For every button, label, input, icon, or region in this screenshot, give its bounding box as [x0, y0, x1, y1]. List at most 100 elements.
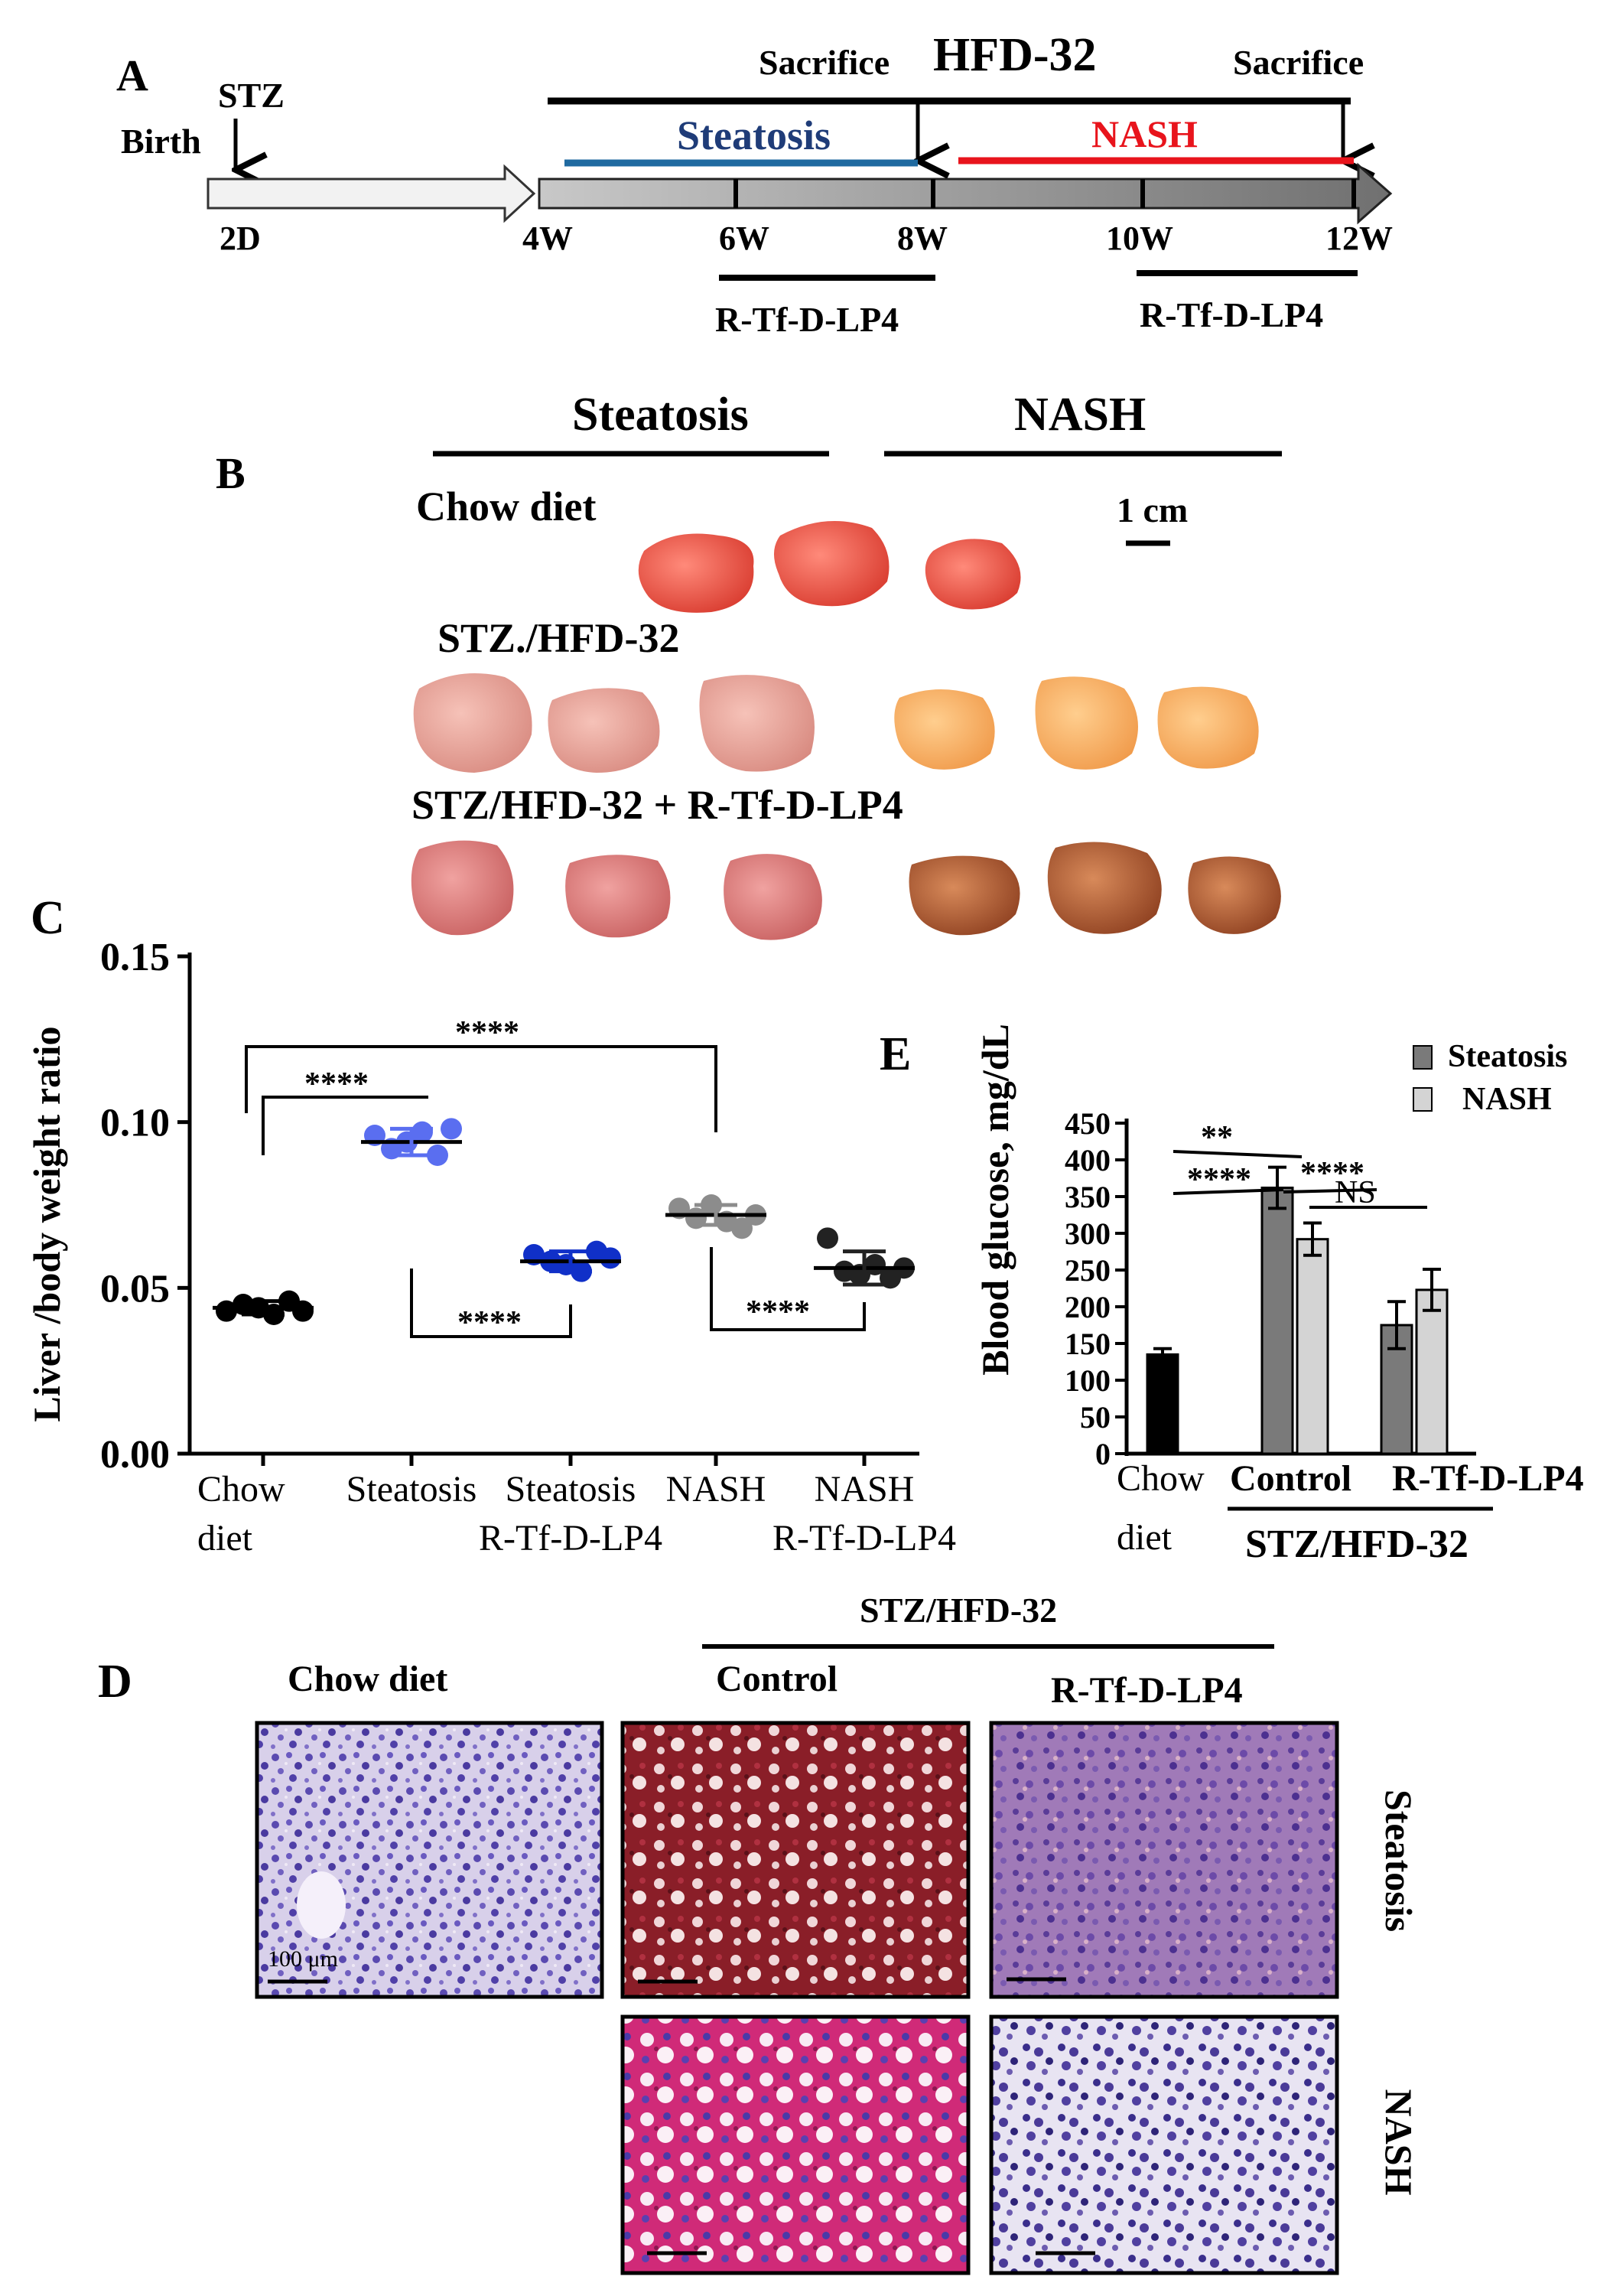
histo-treat-steatosis: [989, 1721, 1339, 1999]
histo-col-chow: Chow diet: [288, 1659, 447, 1699]
liver-scale-label: 1 cm: [1117, 490, 1188, 529]
liver-treat-steatosis-1: [411, 840, 514, 936]
liver-treat-steatosis-2: [565, 855, 671, 938]
histo-col-treat: R-Tf-D-LP4: [1051, 1670, 1243, 1711]
chart-e-xtick-label: Control: [1230, 1458, 1351, 1499]
liver-chow-steatosis-1: [638, 533, 754, 613]
liver-col-nash: NASH: [1014, 389, 1146, 441]
chart-c-bracket-3: [410, 1268, 572, 1338]
panel-e-chart: E Blood glucose, mg/dL 05010015020025030…: [880, 1024, 1584, 1566]
legend-steatosis-swatch: [1413, 1045, 1433, 1070]
chart-c-point: [864, 1254, 886, 1275]
chart-e-ytick-label: 400: [1065, 1143, 1111, 1177]
chart-e-sig-2: ****: [1187, 1162, 1251, 1197]
chart-e-sig-3: ****: [1300, 1156, 1364, 1191]
liver-col-steatosis: Steatosis: [572, 389, 749, 441]
chart-e-significance: ** **** **** NS: [1173, 1120, 1427, 1210]
chart-c-bracket-4: [710, 1247, 866, 1331]
legend-nash-label: NASH: [1462, 1082, 1552, 1117]
liver-row-chow: Chow diet: [416, 484, 597, 529]
chart-e-ytick-label: 250: [1065, 1253, 1111, 1288]
chart-c-xtick-label: NASH: [815, 1469, 915, 1509]
liver-treat-steatosis-3: [724, 854, 822, 940]
histo-control-nash: [620, 2014, 971, 2275]
histo-col-control: Control: [716, 1659, 838, 1699]
chart-e-xtick-label: R-Tf-D-LP4: [1392, 1458, 1584, 1499]
chart-e-bar: [1146, 1353, 1179, 1455]
panel-d-histology: D STZ/HFD-32 Chow diet Control R-Tf-D-LP…: [98, 1591, 1420, 2275]
chart-e-bar: [1260, 1186, 1294, 1455]
chart-c-ytick-label: 0.15: [100, 936, 170, 979]
chart-c-xtick-label: Steatosis: [506, 1469, 636, 1509]
panel-c-chart: C Liver /body weight ratio 0.00 0.05 0.10 0…: [25, 892, 956, 1558]
legend-steatosis-label: Steatosis: [1448, 1039, 1567, 1074]
nash-phase-label: NASH: [1091, 112, 1198, 155]
chart-c-xtick-label-2: diet: [197, 1518, 253, 1558]
tick-label-4w: 4W: [522, 220, 573, 257]
chart-c-ylabel: Liver /body weight ratio: [25, 1026, 68, 1422]
chart-e-bar: [1415, 1288, 1449, 1455]
tick-label-10w: 10W: [1106, 220, 1173, 257]
liver-row-stz: STZ./HFD-32: [437, 615, 680, 661]
chart-c-xtick-label: Chow: [197, 1469, 285, 1509]
chart-c-xtick-label-2: R-Tf-D-LP4: [479, 1518, 662, 1558]
tick-label-6w: 6W: [719, 220, 769, 257]
liver-row-treat: STZ/HFD-32 + R-Tf-D-LP4: [411, 782, 903, 828]
stz-label: STZ: [218, 76, 285, 115]
chart-e-bracket-2: [1173, 1188, 1284, 1195]
chart-c-sig-3: ****: [457, 1305, 522, 1340]
chart-c-bracket-1: [262, 1096, 428, 1155]
chart-e-xtick-label: Chow: [1117, 1458, 1205, 1499]
chart-c-ytick-label: 0.05: [100, 1267, 170, 1311]
panel-a-timeline: A STZ Birth Sacrifice HFD-32 Sacrifice S…: [116, 29, 1393, 339]
liver-chow-steatosis-2: [773, 521, 890, 607]
liver-stz-nash-1: [894, 689, 995, 770]
liver-treat-nash-1: [909, 855, 1020, 936]
sacrifice-2-label: Sacrifice: [1233, 43, 1364, 82]
chart-c-point: [441, 1118, 462, 1140]
histo-group-label: STZ/HFD-32: [860, 1591, 1057, 1630]
chart-e-ytick-label: 450: [1065, 1106, 1111, 1141]
liver-stz-steatosis-2: [548, 688, 660, 773]
hfd-label: HFD-32: [933, 29, 1097, 81]
chart-e-bracket-3: [1283, 1188, 1377, 1194]
chart-c-point: [731, 1217, 753, 1239]
timeline-arrow-dark: [538, 162, 1393, 225]
chart-c-ytick-label: 0.10: [100, 1102, 170, 1145]
liver-chow-nash-1: [925, 539, 1021, 610]
chart-e-ytick-label: 350: [1065, 1180, 1111, 1214]
chart-c-point: [411, 1121, 433, 1143]
panel-b-livers: B Steatosis NASH Chow diet 1 cm STZ./HFD…: [216, 389, 1282, 940]
chart-c-xtick-label: Steatosis: [346, 1469, 477, 1509]
panel-b-label: B: [216, 448, 246, 498]
chart-c-point: [600, 1247, 621, 1269]
panel-d-label: D: [98, 1656, 132, 1708]
legend-nash-swatch: [1413, 1087, 1433, 1112]
histo-scale-label: 100 μm: [268, 1946, 338, 1972]
liver-stz-nash-2: [1035, 676, 1138, 770]
sacrifice-1-label: Sacrifice: [759, 43, 890, 82]
chart-e-sig-4: NS: [1335, 1175, 1376, 1210]
chart-c-sig-2: ****: [455, 1015, 519, 1050]
histo-chow-steatosis: [255, 1721, 604, 1999]
treatment-1-label: R-Tf-D-LP4: [715, 300, 899, 339]
panel-e-label: E: [880, 1028, 911, 1080]
chart-e-ytick-label: 200: [1065, 1290, 1111, 1324]
chart-c-sig-1: ****: [304, 1067, 369, 1102]
chart-e-ytick-label: 150: [1065, 1327, 1111, 1361]
chart-c-point: [292, 1300, 314, 1322]
chart-e-ytick-label: 0: [1095, 1437, 1111, 1471]
histo-control-steatosis: [620, 1721, 971, 1999]
histo-chow-vessel: [297, 1871, 346, 1939]
tick-label-2d: 2D: [220, 220, 261, 257]
histo-row-nash: NASH: [1377, 2089, 1420, 2196]
chart-c-xtick-label-2: R-Tf-D-LP4: [772, 1518, 956, 1558]
tick-label-8w: 8W: [897, 220, 948, 257]
birth-label: Birth: [121, 122, 201, 161]
liver-treat-nash-2: [1047, 842, 1162, 934]
chart-e-legend: Steatosis NASH: [1413, 1039, 1567, 1117]
tick-label-12w: 12W: [1325, 220, 1393, 257]
chart-c-xtick-label: NASH: [666, 1469, 766, 1509]
chart-e-xtick-label-2: diet: [1117, 1517, 1173, 1558]
chart-c-bracket-2: [245, 1045, 717, 1132]
